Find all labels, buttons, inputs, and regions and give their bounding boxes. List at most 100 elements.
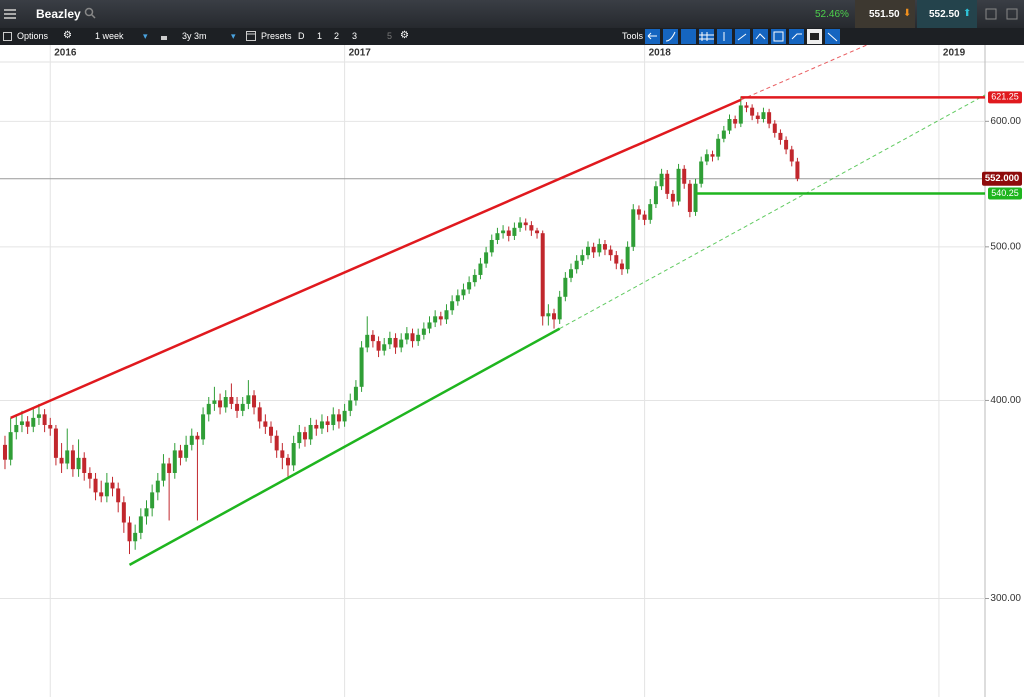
- candle-body: [76, 457, 81, 470]
- candle-body: [591, 246, 596, 253]
- sell-button[interactable]: 551.50 ⬇: [855, 0, 915, 28]
- candle-body: [161, 463, 166, 481]
- search-icon[interactable]: [84, 7, 96, 19]
- candle-body: [404, 333, 409, 340]
- level-tag: [988, 91, 1022, 104]
- candle-body: [48, 424, 53, 429]
- candle-body: [557, 296, 562, 320]
- candle-body: [552, 313, 557, 320]
- candle-body: [631, 209, 636, 247]
- candle-body: [314, 424, 319, 429]
- candle-body: [585, 246, 590, 256]
- candle-body: [467, 282, 472, 290]
- menu-icon[interactable]: [4, 7, 18, 21]
- candle-body: [444, 310, 449, 320]
- candle-body: [387, 337, 392, 345]
- candle-body: [14, 424, 19, 433]
- candle-body: [597, 244, 602, 253]
- candle-body: [127, 522, 132, 542]
- settings-icon[interactable]: ⚙: [63, 30, 72, 41]
- interval[interactable]: 1 week: [95, 31, 124, 41]
- settings-icon[interactable]: ⚙: [400, 30, 409, 41]
- candle-body: [535, 230, 540, 234]
- calendar-icon[interactable]: [246, 31, 257, 42]
- candle-body: [87, 472, 92, 479]
- buy-price: 552.50: [929, 9, 960, 20]
- candle-body: [795, 161, 800, 179]
- candle-body: [331, 414, 336, 425]
- candle-body: [789, 149, 794, 162]
- preset-2[interactable]: 2: [334, 31, 340, 41]
- candle-body: [727, 119, 732, 131]
- candle-body: [563, 277, 568, 297]
- top-bar: Beazley 52.46% 551.50 ⬇ 552.50 ⬆: [0, 0, 1024, 28]
- y-tick-label: 600.00: [990, 116, 1021, 127]
- y-tick-label: 300.00: [990, 593, 1021, 604]
- range[interactable]: 3y 3m: [182, 31, 207, 41]
- tools: Tools: [622, 31, 644, 41]
- candle-body: [438, 316, 443, 320]
- preset-3[interactable]: 3: [352, 31, 358, 41]
- range-dropdown[interactable]: ▾: [231, 31, 236, 41]
- candle-body: [189, 435, 194, 445]
- candle-body: [540, 233, 545, 317]
- candle-body: [574, 260, 579, 270]
- candle-body: [619, 263, 624, 270]
- candle-body: [8, 432, 13, 460]
- buy-button[interactable]: 552.50 ⬆: [917, 0, 977, 28]
- candle-body: [410, 333, 415, 342]
- options[interactable]: Options: [17, 31, 49, 41]
- candle-body: [772, 123, 777, 133]
- candle-body: [382, 344, 387, 351]
- candle-body: [778, 132, 783, 140]
- candle-body: [580, 255, 585, 261]
- candle-body: [569, 269, 574, 278]
- candle-body: [478, 263, 483, 275]
- candle-body: [167, 463, 172, 473]
- candle-body: [653, 186, 658, 205]
- candle-body: [302, 432, 307, 440]
- candle-body: [687, 183, 692, 212]
- candle-body: [285, 457, 290, 466]
- candle-body: [308, 424, 313, 440]
- candle-body: [212, 400, 217, 404]
- preset-d[interactable]: D: [298, 31, 305, 41]
- tool-icons[interactable]: [645, 29, 840, 44]
- candle-body: [82, 457, 87, 473]
- candle-body: [110, 482, 115, 489]
- level-tag: [988, 187, 1022, 200]
- window-icons[interactable]: [985, 8, 1021, 20]
- candle-body: [733, 119, 738, 124]
- candle-body: [133, 532, 138, 542]
- candle-body: [716, 138, 721, 157]
- candle-body: [523, 222, 528, 226]
- candle-body: [150, 492, 155, 509]
- candle-body: [195, 435, 200, 440]
- candle-body: [636, 209, 641, 215]
- candle-body: [370, 334, 375, 342]
- interval-dropdown[interactable]: ▾: [143, 31, 148, 41]
- candle-body: [172, 450, 177, 473]
- candle-body: [676, 168, 681, 202]
- candle-body: [240, 403, 245, 411]
- candle-body: [104, 482, 109, 497]
- candle-body: [665, 173, 670, 194]
- candle-body: [36, 414, 41, 418]
- last-price-tag: [982, 171, 1022, 186]
- trendline: [10, 98, 742, 420]
- candle-body: [257, 407, 262, 422]
- candle-body: [529, 225, 534, 231]
- candle-body: [602, 244, 607, 250]
- x-tick-label: 2019: [943, 48, 966, 59]
- candle-body: [116, 488, 121, 503]
- candle-body: [93, 478, 98, 493]
- change: 52.46%: [815, 9, 849, 20]
- candle-body: [25, 421, 30, 427]
- preset-1[interactable]: 1: [317, 31, 323, 41]
- candle-body: [710, 154, 715, 157]
- lock-icon[interactable]: [160, 32, 168, 41]
- candle-body: [178, 450, 183, 458]
- preset-5[interactable]: 5: [387, 31, 393, 41]
